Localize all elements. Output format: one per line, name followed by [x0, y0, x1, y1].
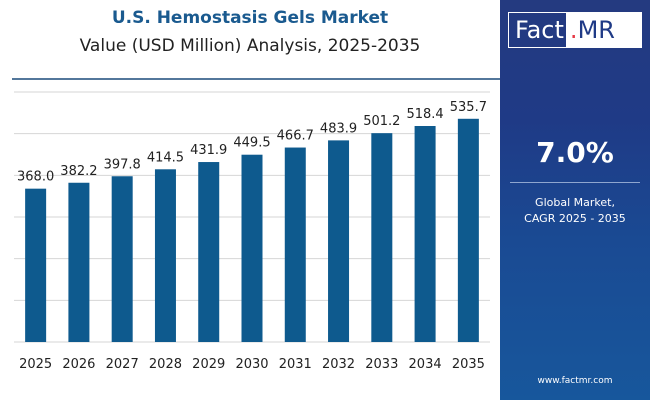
- bar-value-label: 368.0: [17, 170, 54, 185]
- value-labels: 368.0 382.2 397.8 414.5 431.9 449.5 466.7 483.9…: [17, 100, 487, 185]
- bar-value-label: 414.5: [147, 150, 184, 165]
- bar-value-label: 466.7: [277, 129, 314, 144]
- x-tick-label: 2034: [409, 357, 442, 372]
- bar-2033: [371, 133, 393, 342]
- x-tick-label: 2031: [279, 357, 312, 372]
- x-tick-label: 2027: [106, 357, 139, 372]
- x-tick-label: 2030: [235, 357, 268, 372]
- bars: [25, 118, 479, 343]
- bar-2027: [111, 176, 133, 342]
- chart-subtitle: Value (USD Million) Analysis, 2025-2035: [79, 36, 421, 56]
- cagr-caption-line1: Global Market,: [535, 196, 615, 209]
- bar-value-label: 449.5: [233, 136, 270, 151]
- bar-2034: [414, 126, 436, 342]
- bar-2032: [328, 140, 350, 342]
- website-url: www.factmr.com: [537, 376, 613, 386]
- panel-divider: [510, 182, 640, 183]
- factmr-logo: Fact . MR: [508, 12, 642, 48]
- bar-2030: [241, 154, 263, 342]
- bar-value-label: 483.9: [320, 121, 357, 136]
- x-tick-label: 2035: [452, 357, 485, 372]
- x-axis-ticks: 2025 2026 2027 2028 2029 2030 2031 2032 2033 2034…: [19, 357, 485, 372]
- x-tick-label: 2026: [62, 357, 95, 372]
- cagr-value: 7.0%: [536, 136, 614, 169]
- bar-value-label: 518.4: [406, 107, 443, 122]
- x-tick-label: 2025: [19, 357, 52, 372]
- bar-value-label: 501.2: [363, 114, 400, 129]
- bar-value-label: 382.2: [60, 164, 97, 179]
- logo-text-left: Fact: [515, 16, 564, 44]
- bar-2031: [284, 147, 306, 342]
- cagr-caption-line2: CAGR 2025 - 2035: [524, 212, 626, 225]
- logo-dot: .: [569, 16, 578, 44]
- bar-value-label: 431.9: [190, 143, 227, 158]
- side-panel: Fact . MR 7.0% Global Market, CAGR 2025 -…: [500, 0, 650, 400]
- bar-2026: [68, 182, 90, 342]
- x-tick-label: 2029: [192, 357, 225, 372]
- bar-chart: 368.0 382.2 397.8 414.5 431.9 449.5 466.7 483.9…: [12, 78, 500, 372]
- bar-2029: [198, 162, 220, 342]
- bar-2025: [25, 188, 47, 342]
- bar-value-label: 535.7: [450, 100, 487, 115]
- x-tick-label: 2028: [149, 357, 182, 372]
- x-tick-label: 2033: [365, 357, 398, 372]
- bar-2028: [154, 169, 176, 342]
- x-tick-label: 2032: [322, 357, 355, 372]
- bar-2035: [457, 118, 479, 343]
- logo-text-right: MR: [577, 16, 615, 44]
- chart-title: U.S. Hemostasis Gels Market: [111, 8, 389, 28]
- bar-value-label: 397.8: [104, 157, 141, 172]
- logo-text-right-box: . MR: [565, 13, 641, 47]
